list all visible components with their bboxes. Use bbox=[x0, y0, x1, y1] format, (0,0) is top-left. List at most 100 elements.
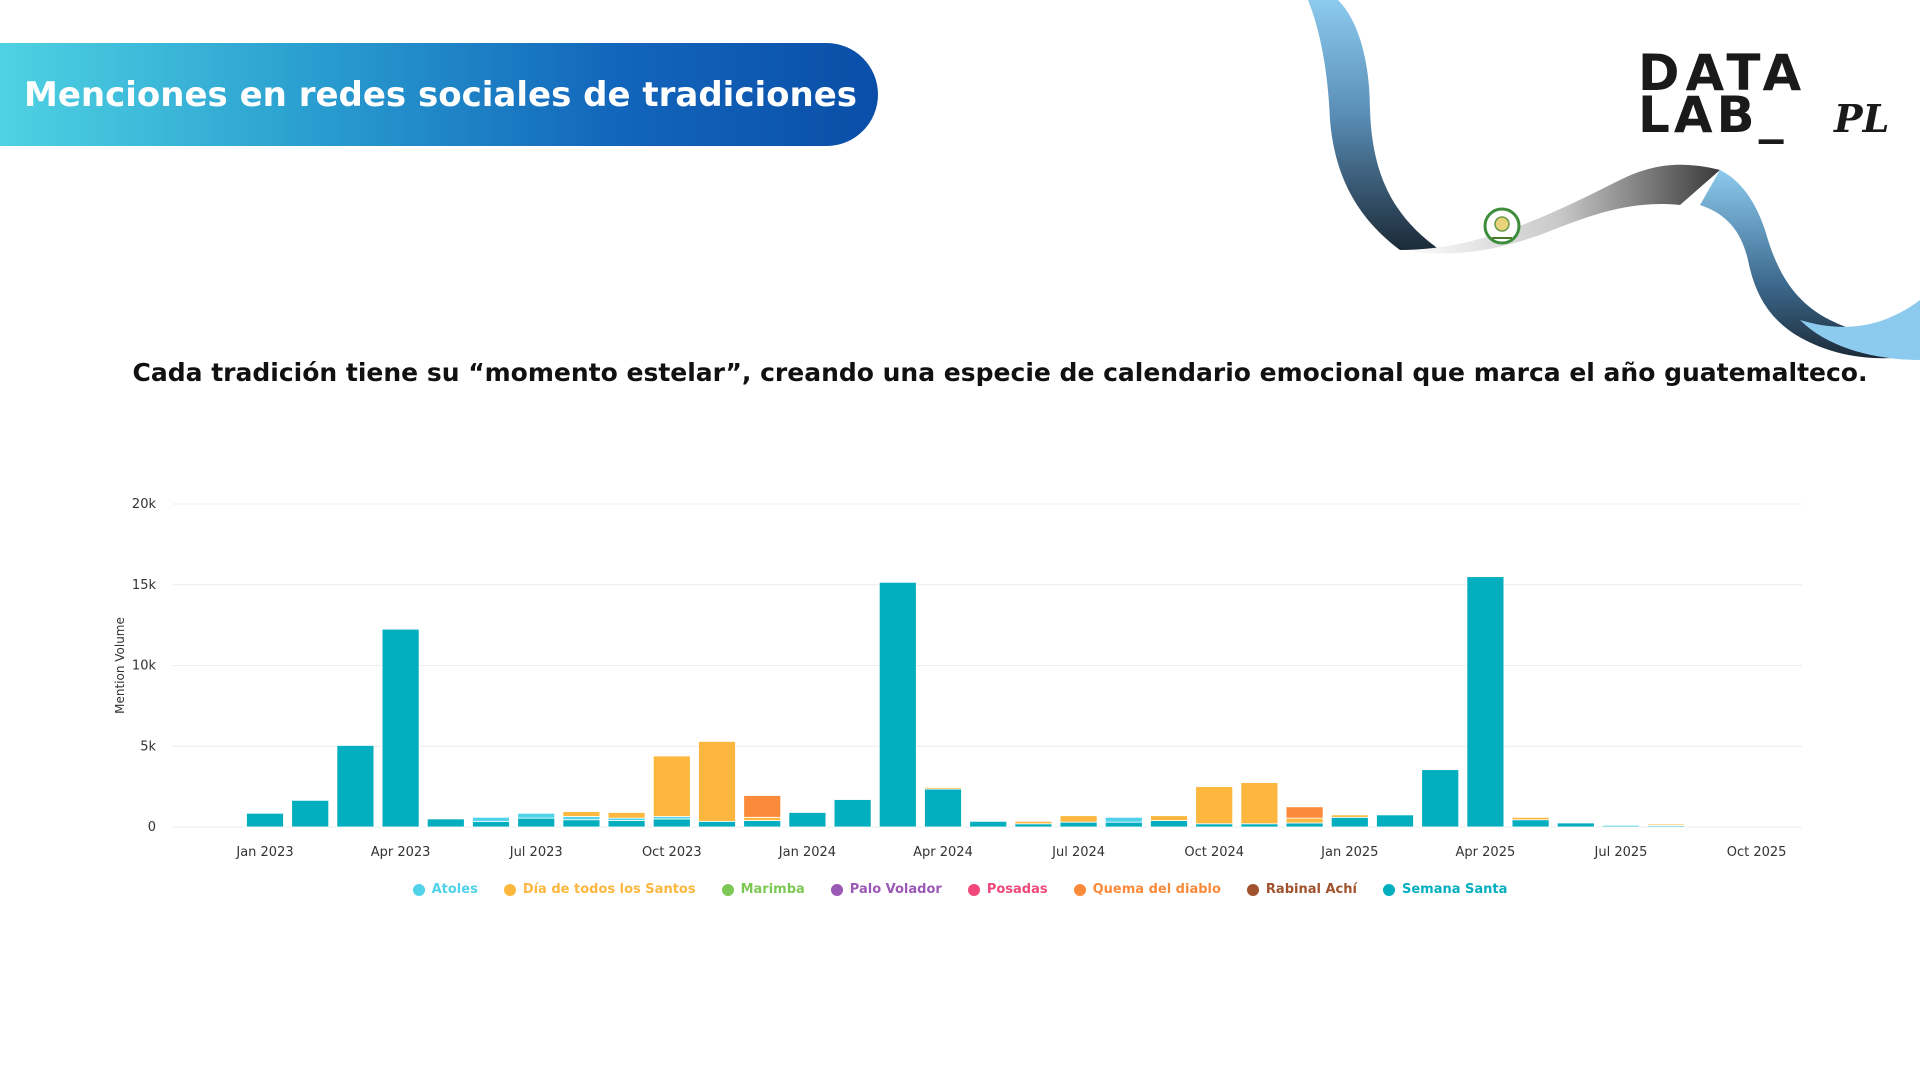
datalab-logo: DATA LAB_ PL bbox=[1638, 44, 1889, 144]
legend-label: Posadas bbox=[986, 882, 1048, 897]
bar-segment bbox=[1059, 821, 1098, 828]
legend-item[interactable]: Rabinal Achí bbox=[1246, 882, 1357, 897]
y-axis-label: Mention Volume bbox=[113, 617, 127, 714]
bar-segment bbox=[1647, 822, 1686, 825]
logo-line-1: DATA bbox=[1638, 44, 1808, 102]
legend-dot-icon bbox=[412, 883, 425, 896]
bar-segment bbox=[1602, 824, 1640, 827]
bar-segment bbox=[1150, 820, 1188, 828]
bar-segment bbox=[698, 820, 736, 828]
bar-segment bbox=[1150, 815, 1188, 821]
page-title: Menciones en redes sociales de tradicion… bbox=[24, 74, 857, 115]
bar-segment bbox=[1421, 769, 1460, 828]
bar-segment bbox=[1285, 806, 1324, 819]
bar-segment bbox=[833, 799, 872, 828]
flag-ribbon-decoration bbox=[1308, 0, 1920, 360]
bar-segment bbox=[1511, 816, 1550, 821]
bar-segment bbox=[743, 795, 782, 818]
x-tick-label: Apr 2024 bbox=[913, 845, 973, 860]
bar-segment bbox=[788, 812, 827, 828]
bar-segment bbox=[652, 818, 691, 828]
bar-segment bbox=[1195, 786, 1234, 825]
legend-dot-icon bbox=[1246, 883, 1259, 896]
bar-segment bbox=[1014, 823, 1053, 828]
legend-item[interactable]: Semana Santa bbox=[1382, 882, 1508, 897]
bar-segment bbox=[1330, 816, 1369, 828]
bar-segment bbox=[517, 817, 556, 828]
bar-segment bbox=[1240, 782, 1279, 825]
bar-segment bbox=[607, 812, 646, 819]
y-tick-label: 10k bbox=[132, 659, 157, 674]
bar-segment bbox=[381, 628, 420, 828]
y-tick-label: 15k bbox=[132, 578, 157, 593]
bar-segment bbox=[472, 816, 510, 822]
bar-segment bbox=[1104, 816, 1143, 823]
legend-label: Día de todos los Santos bbox=[522, 882, 696, 897]
x-tick-label: Jul 2023 bbox=[509, 845, 563, 860]
legend-dot-icon bbox=[503, 883, 516, 896]
bar-segment bbox=[1285, 822, 1324, 828]
bar-segment bbox=[291, 799, 330, 828]
bar-segment bbox=[1195, 823, 1234, 828]
bar-segment bbox=[562, 811, 601, 817]
legend-item[interactable]: Palo Volador bbox=[830, 882, 942, 897]
legend-label: Rabinal Achí bbox=[1265, 882, 1357, 897]
legend-dot-icon bbox=[830, 883, 843, 896]
bar-segment bbox=[652, 755, 691, 817]
bar-segment bbox=[336, 745, 375, 828]
bar-segment bbox=[1376, 814, 1414, 828]
bar-segment bbox=[562, 819, 601, 828]
bar-segment bbox=[607, 820, 646, 828]
bar-segment bbox=[969, 820, 1008, 828]
x-tick-label: Jan 2023 bbox=[235, 845, 293, 860]
bar-segment bbox=[1330, 814, 1369, 818]
bar-segment bbox=[1014, 820, 1053, 825]
x-tick-label: Oct 2023 bbox=[642, 845, 702, 860]
mentions-bar-chart: 0 5k 10k 15k 20k Mention Volume Jan 2023 Apr 20… bbox=[113, 497, 1802, 860]
legend-item[interactable]: Marimba bbox=[721, 882, 805, 897]
title-banner: Menciones en redes sociales de tradicion… bbox=[0, 43, 878, 146]
bar-segment bbox=[924, 788, 962, 828]
legend-dot-icon bbox=[1073, 883, 1086, 896]
x-tick-label: Jan 2024 bbox=[778, 845, 836, 860]
emblem-icon bbox=[1483, 207, 1521, 245]
legend-label: Palo Volador bbox=[849, 882, 942, 897]
legend-item[interactable]: Atoles bbox=[412, 882, 478, 897]
legend-dot-icon bbox=[721, 883, 734, 896]
bar-segment bbox=[743, 820, 782, 828]
chart-subtitle: Cada tradición tiene su “momento estelar… bbox=[132, 358, 1868, 387]
bar-segment bbox=[1466, 576, 1505, 828]
bar-segment bbox=[1104, 821, 1143, 828]
legend-label: Marimba bbox=[740, 882, 805, 897]
chart-legend: Atoles Día de todos los Santos Marimba Palo… bbox=[0, 882, 1920, 897]
bar-segment bbox=[743, 816, 782, 821]
legend-item[interactable]: Día de todos los Santos bbox=[503, 882, 696, 897]
y-tick-label: 20k bbox=[132, 497, 157, 512]
x-tick-label: Jan 2025 bbox=[1320, 845, 1378, 860]
x-tick-label: Jul 2025 bbox=[1594, 845, 1648, 860]
bar-segment bbox=[1240, 823, 1279, 828]
y-tick-label: 0 bbox=[148, 820, 156, 835]
legend-label: Quema del diablo bbox=[1092, 882, 1221, 897]
bar-segment bbox=[517, 812, 556, 819]
bar-segment bbox=[924, 787, 962, 790]
x-tick-label: Oct 2024 bbox=[1184, 845, 1244, 860]
bar-segment bbox=[1556, 822, 1595, 828]
bar-segment bbox=[1059, 815, 1098, 823]
legend-label: Atoles bbox=[431, 882, 478, 897]
legend-dot-icon bbox=[967, 883, 980, 896]
legend-item[interactable]: Quema del diablo bbox=[1073, 882, 1221, 897]
bar-segment bbox=[1511, 819, 1550, 828]
bar-segment bbox=[1285, 817, 1324, 824]
bar-segment bbox=[426, 818, 465, 828]
bar-segment bbox=[246, 812, 284, 828]
bar-segment bbox=[562, 816, 601, 821]
legend-item[interactable]: Posadas bbox=[967, 882, 1048, 897]
logo-line-2: LAB_ bbox=[1638, 86, 1788, 144]
bar-segment bbox=[878, 581, 917, 828]
x-tick-label: Oct 2025 bbox=[1727, 845, 1787, 860]
x-tick-label: Jul 2024 bbox=[1051, 845, 1105, 860]
legend-dot-icon bbox=[1382, 883, 1395, 896]
y-tick-label: 5k bbox=[140, 739, 156, 754]
legend-label: Semana Santa bbox=[1401, 882, 1508, 897]
